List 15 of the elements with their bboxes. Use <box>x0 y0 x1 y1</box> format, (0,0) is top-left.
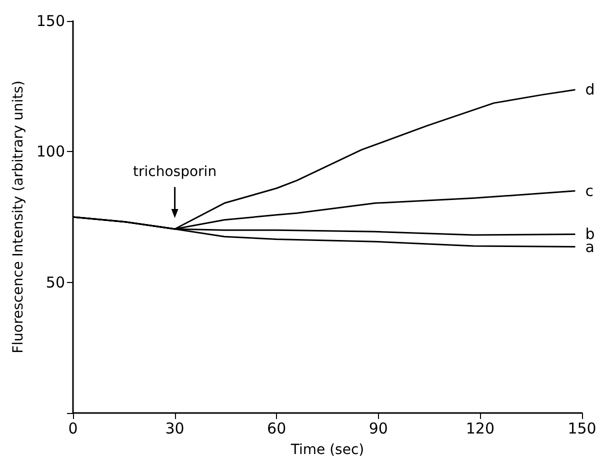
annotation: trichosporin <box>133 164 217 180</box>
x-tick-label: 60 <box>267 420 286 438</box>
x-tick-label: 0 <box>68 420 78 438</box>
x-tick-label: 150 <box>568 420 596 438</box>
series-label: d <box>585 80 595 99</box>
y-tick-label: 150 <box>36 12 65 30</box>
series-label: b <box>585 225 595 244</box>
x-tick-label: 120 <box>466 420 495 438</box>
y-tick-label: 100 <box>36 142 65 161</box>
x-tick-label: 90 <box>368 420 388 438</box>
series-label: c <box>585 182 594 200</box>
y-tick-label: 50 <box>46 273 65 292</box>
x-axis-title: Time (sec) <box>290 442 364 458</box>
y-axis-title: Fluorescence Intensity (arbitrary units) <box>10 80 26 354</box>
x-tick-label: 30 <box>165 420 184 438</box>
